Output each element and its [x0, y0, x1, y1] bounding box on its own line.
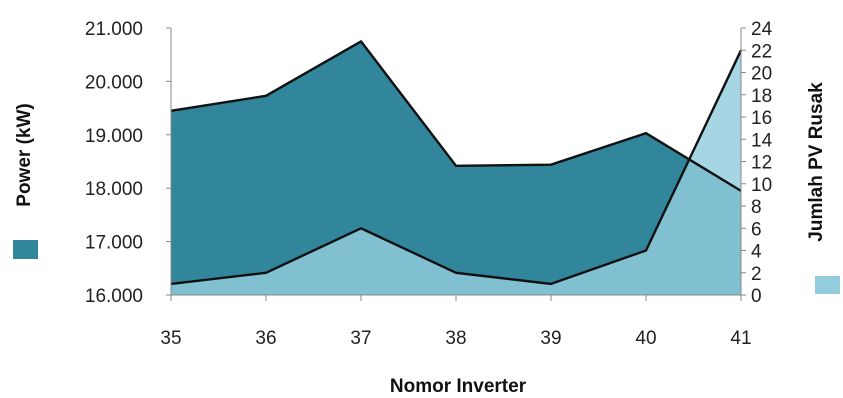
left-tick-label: 17.000: [85, 233, 143, 254]
x-tick-label: 37: [350, 328, 371, 349]
left-tick-label: 20.000: [85, 72, 143, 93]
left-tick-label: 18.000: [85, 179, 143, 200]
x-tick-label: 39: [540, 328, 561, 349]
power-area: [171, 41, 741, 296]
legend-swatch-pv-rusak: [815, 276, 840, 294]
left-axis-title: Power (kW): [14, 103, 35, 206]
pv-rusak-area: [171, 50, 741, 295]
right-tick-label: 14: [751, 130, 773, 151]
right-tick-label: 20: [751, 64, 772, 85]
x-axis-title: Nomor Inverter: [390, 376, 527, 397]
right-tick-label: 18: [751, 86, 772, 107]
x-tick-label: 41: [730, 328, 751, 349]
x-tick-label: 36: [255, 328, 276, 349]
x-axis-ticks: 35 36 37 38 39 40 41: [160, 295, 752, 349]
right-tick-label: 2: [751, 264, 762, 285]
right-tick-label: 16: [751, 108, 772, 129]
left-tick-label: 16.000: [85, 286, 143, 307]
legend-swatch-power: [13, 240, 38, 259]
right-tick-label: 0: [751, 286, 762, 307]
left-tick-label: 21.000: [85, 19, 143, 40]
power-line: [170, 40, 742, 192]
right-tick-label: 24: [751, 19, 773, 40]
x-tick-label: 35: [160, 328, 181, 349]
right-tick-label: 10: [751, 175, 772, 196]
right-tick-label: 8: [751, 197, 762, 218]
right-tick-label: 6: [751, 219, 762, 240]
pv-rusak-line: [170, 49, 743, 286]
left-tick-label: 19.000: [85, 126, 143, 147]
right-axis-title: Jumlah PV Rusak: [806, 82, 827, 242]
right-tick-label: 12: [751, 153, 772, 174]
right-tick-label: 22: [751, 41, 772, 62]
right-tick-label: 4: [751, 242, 762, 263]
left-axis-ticks: 16.000 17.000 18.000 19.000 20.000 21.000: [85, 19, 171, 307]
plot-area: [170, 28, 743, 296]
x-tick-label: 40: [635, 328, 656, 349]
x-tick-label: 38: [445, 328, 466, 349]
